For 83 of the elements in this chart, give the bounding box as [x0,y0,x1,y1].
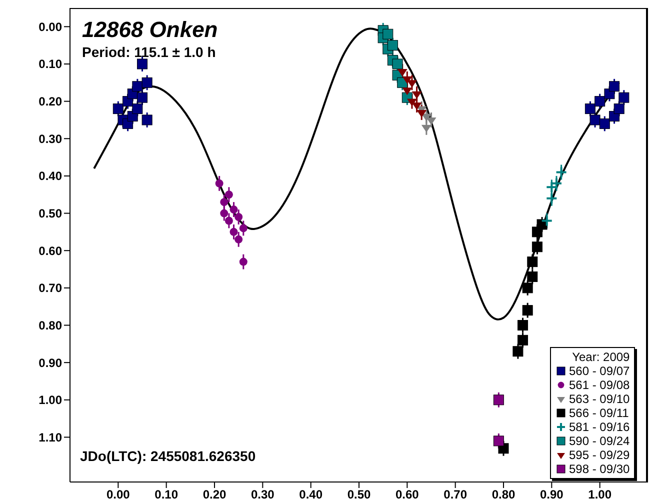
point [540,214,553,227]
point [215,179,224,188]
point [590,114,600,126]
y-tick-label: 0.60 [38,244,62,258]
point [594,96,606,107]
x-tick-label: 0.10 [154,488,178,502]
y-tick-label: 0.10 [38,57,62,72]
point [397,68,408,76]
point [230,206,238,214]
point [234,213,243,222]
chart-title: 12868 Onken [82,17,218,42]
legend-label: 598 - 09/30 [569,462,630,476]
y-tick-label: 0.40 [38,169,62,184]
point [584,104,596,114]
point [382,28,394,40]
x-tick-label: 0.40 [299,488,323,502]
legend-label: 560 - 09/07 [569,364,630,378]
x-tick-label: 0.60 [395,488,420,502]
point [421,124,432,132]
point [406,80,417,88]
point [532,242,542,252]
x-tick-label: 0.70 [444,488,468,502]
annotation: JDo(LTC): 2455081.626350 [80,448,256,464]
y-tick-label: 0.50 [38,206,62,221]
point [224,216,233,225]
point [426,117,436,125]
point [234,235,243,244]
x-tick-label: 0.20 [202,488,226,502]
y-tick-label: 1.10 [38,430,62,444]
legend-label: 561 - 09/08 [569,378,630,392]
point [137,58,148,70]
point [599,118,610,129]
legend-title: Year: 2009 [571,350,630,364]
point [527,256,538,268]
point [132,104,143,114]
point [220,198,228,206]
legend-label: 566 - 09/11 [569,406,629,420]
point [527,271,538,282]
point [142,114,152,126]
point [224,190,233,199]
point [239,224,248,232]
x-tick-label: 0.00 [106,488,130,502]
x-tick-label: 0.50 [347,488,371,502]
legend-label: 581 - 09/16 [569,420,630,434]
point [512,346,524,357]
point [493,394,504,406]
point [112,104,124,114]
point [412,91,422,99]
x-tick-label: 0.90 [540,488,564,502]
x-tick-label: 0.30 [250,488,275,502]
point [522,282,533,294]
point [416,110,427,118]
x-tick-label: 0.80 [492,488,516,502]
point [402,76,412,84]
legend-label: 595 - 09/29 [569,448,630,462]
y-tick-label: 0.80 [38,318,62,333]
y-tick-label: 0.20 [38,94,62,109]
point [493,436,504,446]
y-tick-label: 0.30 [38,132,62,146]
point [387,40,398,51]
point [392,58,403,70]
point [230,228,238,236]
point [609,81,620,92]
legend-label: 590 - 09/24 [569,434,630,448]
point [142,77,152,88]
point [614,104,624,114]
point [522,305,533,316]
point [137,92,148,103]
point [132,81,143,92]
x-tick-label: 1.00 [588,488,612,502]
text: Period: 115.1 ± 1.0 h [82,44,216,60]
point [412,102,422,110]
point [220,209,228,218]
y-tick-label: 0.00 [38,20,62,34]
legend-label: 563 - 09/10 [569,392,630,406]
point [518,320,528,330]
point [402,88,412,96]
point [239,258,248,266]
y-tick-label: 1.00 [38,393,62,408]
y-tick-label: 0.70 [38,281,62,296]
y-tick-label: 0.90 [38,356,62,370]
point [518,334,528,346]
point [618,92,630,103]
